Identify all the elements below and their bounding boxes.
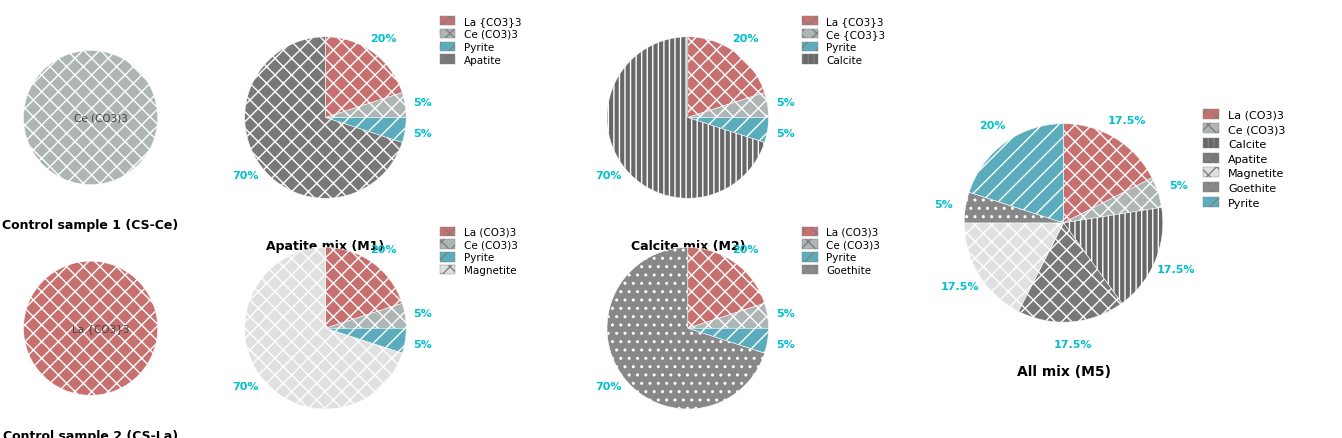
Text: 70%: 70%: [595, 171, 621, 181]
Text: 5%: 5%: [776, 129, 794, 139]
Text: 17.5%: 17.5%: [941, 282, 980, 292]
Legend: La (CO3)3, Ce (CO3)3, Pyrite, Goethite: La (CO3)3, Ce (CO3)3, Pyrite, Goethite: [798, 223, 884, 280]
Text: 5%: 5%: [776, 339, 794, 349]
Text: 5%: 5%: [934, 199, 953, 209]
Wedge shape: [244, 248, 403, 409]
Wedge shape: [325, 38, 403, 118]
Wedge shape: [1064, 208, 1162, 304]
Text: 20%: 20%: [733, 34, 760, 44]
Text: 5%: 5%: [413, 308, 432, 318]
Wedge shape: [23, 51, 158, 185]
Legend: La (CO3)3, Ce (CO3)3, Calcite, Apatite, Magnetite, Goethite, Pyrite: La (CO3)3, Ce (CO3)3, Calcite, Apatite, …: [1198, 105, 1290, 212]
Wedge shape: [607, 248, 765, 409]
Text: Apatite mix (M1): Apatite mix (M1): [266, 239, 385, 252]
Text: 70%: 70%: [595, 381, 621, 391]
Wedge shape: [325, 93, 407, 118]
Text: 5%: 5%: [413, 339, 432, 349]
Wedge shape: [687, 93, 769, 118]
Wedge shape: [607, 38, 765, 199]
Text: Control sample 2 (CS-La): Control sample 2 (CS-La): [3, 429, 178, 438]
Wedge shape: [325, 328, 407, 353]
Text: 20%: 20%: [370, 34, 397, 44]
Legend: La (CO3)3, Ce (CO3)3, Pyrite, Magnetite: La (CO3)3, Ce (CO3)3, Pyrite, Magnetite: [436, 223, 522, 280]
Wedge shape: [687, 328, 769, 353]
Text: 20%: 20%: [980, 120, 1005, 131]
Wedge shape: [325, 304, 407, 328]
Text: 70%: 70%: [232, 171, 259, 181]
Text: Calcite mix (M2): Calcite mix (M2): [631, 239, 745, 252]
Text: 17.5%: 17.5%: [1107, 115, 1146, 125]
Wedge shape: [244, 38, 403, 199]
Text: 20%: 20%: [733, 244, 760, 254]
Wedge shape: [687, 248, 765, 328]
Text: 5%: 5%: [776, 98, 794, 108]
Wedge shape: [1063, 124, 1151, 223]
Wedge shape: [687, 38, 765, 118]
Wedge shape: [325, 118, 407, 143]
Text: All mix (M5): All mix (M5): [1016, 364, 1111, 378]
Text: Control sample 1 (CS-Ce): Control sample 1 (CS-Ce): [3, 219, 178, 232]
Wedge shape: [1019, 223, 1122, 322]
Wedge shape: [964, 223, 1064, 312]
Text: 5%: 5%: [413, 98, 432, 108]
Wedge shape: [687, 118, 769, 143]
Text: Ce (CO3)3: Ce (CO3)3: [74, 113, 127, 123]
Wedge shape: [969, 124, 1064, 223]
Legend: La {CO3}3, Ce (CO3)3, Pyrite, Apatite: La {CO3}3, Ce (CO3)3, Pyrite, Apatite: [436, 13, 526, 70]
Text: La {CO3}3: La {CO3}3: [72, 324, 129, 333]
Text: 5%: 5%: [776, 308, 794, 318]
Text: 70%: 70%: [232, 381, 259, 391]
Text: 5%: 5%: [1169, 181, 1188, 191]
Wedge shape: [964, 193, 1064, 223]
Text: 20%: 20%: [370, 244, 397, 254]
Wedge shape: [1064, 178, 1162, 223]
Wedge shape: [325, 248, 403, 328]
Wedge shape: [23, 261, 158, 396]
Wedge shape: [687, 304, 769, 328]
Legend: La {CO3}3, Ce {CO3}3, Pyrite, Calcite: La {CO3}3, Ce {CO3}3, Pyrite, Calcite: [798, 13, 890, 70]
Text: 17.5%: 17.5%: [1053, 339, 1092, 349]
Text: 17.5%: 17.5%: [1157, 265, 1194, 275]
Text: 5%: 5%: [413, 129, 432, 139]
